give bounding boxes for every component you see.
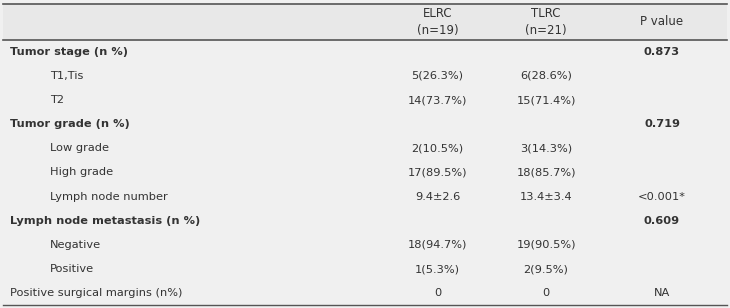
- Text: 0.609: 0.609: [644, 216, 680, 226]
- Text: 15(71.4%): 15(71.4%): [516, 95, 576, 105]
- Text: 18(85.7%): 18(85.7%): [516, 168, 576, 177]
- Text: ELRC
(n=19): ELRC (n=19): [417, 7, 458, 37]
- Text: Positive surgical margins (n%): Positive surgical margins (n%): [10, 288, 182, 298]
- Text: 0: 0: [542, 288, 550, 298]
- Text: 2(10.5%): 2(10.5%): [412, 143, 464, 153]
- Text: T1,Tis: T1,Tis: [50, 71, 83, 81]
- Text: Negative: Negative: [50, 240, 101, 250]
- Text: P value: P value: [640, 15, 683, 28]
- Text: T2: T2: [50, 95, 64, 105]
- Text: 5(26.3%): 5(26.3%): [412, 71, 464, 81]
- Text: 0.719: 0.719: [644, 119, 680, 129]
- Text: 0.873: 0.873: [644, 47, 680, 57]
- Text: 14(73.7%): 14(73.7%): [408, 95, 467, 105]
- Text: 2(9.5%): 2(9.5%): [523, 264, 569, 274]
- Text: 17(89.5%): 17(89.5%): [407, 168, 467, 177]
- Text: 6(28.6%): 6(28.6%): [520, 71, 572, 81]
- Text: NA: NA: [654, 288, 670, 298]
- Text: 18(94.7%): 18(94.7%): [408, 240, 467, 250]
- Text: Lymph node metastasis (n %): Lymph node metastasis (n %): [10, 216, 200, 226]
- Bar: [3, 4, 727, 40]
- Text: Tumor stage (n %): Tumor stage (n %): [10, 47, 128, 57]
- Text: 19(90.5%): 19(90.5%): [516, 240, 576, 250]
- Text: Low grade: Low grade: [50, 143, 109, 153]
- Text: Lymph node number: Lymph node number: [50, 192, 168, 202]
- Text: Positive: Positive: [50, 264, 94, 274]
- Text: 1(5.3%): 1(5.3%): [415, 264, 460, 274]
- Text: 0: 0: [434, 288, 441, 298]
- Text: <0.001*: <0.001*: [638, 192, 686, 202]
- Text: 9.4±2.6: 9.4±2.6: [415, 192, 460, 202]
- Text: 13.4±3.4: 13.4±3.4: [520, 192, 572, 202]
- Text: High grade: High grade: [50, 168, 113, 177]
- Text: 3(14.3%): 3(14.3%): [520, 143, 572, 153]
- Text: TLRC
(n=21): TLRC (n=21): [526, 7, 567, 37]
- Text: Tumor grade (n %): Tumor grade (n %): [10, 119, 130, 129]
